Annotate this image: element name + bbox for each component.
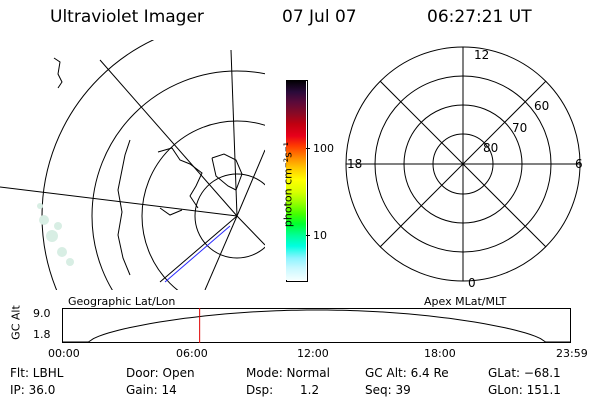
time-tick-2359: 23:59 (556, 347, 588, 360)
coastline (157, 147, 203, 209)
polar-plot: 12 0 18 6 60 70 80 (345, 46, 583, 290)
lat-circle (194, 173, 265, 259)
coastline (117, 139, 131, 276)
dsp-value: 1.2 (300, 383, 320, 397)
altitude-tick-min: 1.8 (33, 328, 51, 341)
meridian-line (204, 215, 238, 290)
lat-label-80: 80 (483, 141, 498, 155)
instrument-title: Ultraviolet Imager (50, 7, 204, 27)
meridian-line (99, 59, 238, 217)
mode-info: Mode: Normal (246, 366, 330, 380)
meridian-line (0, 186, 238, 217)
aurora-speckle (37, 203, 74, 266)
dsp-label: Dsp: (246, 383, 274, 397)
altitude-curve (63, 309, 571, 343)
time-tick-1800: 18:00 (424, 347, 456, 360)
altitude-plot (62, 308, 571, 343)
colorbar-unit-label: photon cm⁻²s⁻¹ (281, 141, 295, 228)
mlt-label-top: 12 (474, 48, 489, 62)
colorbar-tick-mark (306, 235, 310, 236)
geo-label: Geographic Lat/Lon (68, 295, 176, 308)
mlt-label-left: 18 (347, 157, 362, 171)
seq-info: Seq: 39 (365, 383, 411, 397)
colorbar-tick-10: 10 (313, 229, 327, 242)
meridian-line (230, 49, 238, 217)
time-tick-0600: 06:00 (176, 347, 208, 360)
lat-circle (141, 120, 265, 290)
colorbar-tick-mark (306, 148, 310, 149)
door-info: Door: Open (126, 366, 195, 380)
glat-info: GLat: −68.1 (488, 366, 561, 380)
colorbar-tick-100: 100 (313, 142, 334, 155)
polar-diagonal (379, 80, 547, 248)
time-tick-0000: 00:00 (48, 347, 80, 360)
colorbar-gradient (286, 80, 306, 280)
apex-label: Apex MLat/MLT (424, 295, 507, 308)
filter-info: Flt: LBHL (10, 366, 64, 380)
coastline (53, 57, 63, 89)
meridian-line (236, 215, 265, 246)
ip-info: IP: 36.0 (10, 383, 56, 397)
altitude-plot-frame (62, 308, 571, 343)
lat-label-70: 70 (512, 121, 527, 135)
time-label: 06:27:21 UT (427, 7, 532, 27)
gc-alt-info: GC Alt: 6.4 Re (365, 366, 449, 380)
mlt-label-right: 6 (575, 157, 583, 171)
date-label: 07 Jul 07 (282, 7, 357, 27)
coastline (159, 207, 183, 216)
time-tick-1200: 12:00 (297, 347, 329, 360)
gain-info: Gain: 14 (126, 383, 177, 397)
altitude-tick-max: 9.0 (33, 307, 51, 320)
glon-info: GLon: 151.1 (488, 383, 561, 397)
geographic-map (0, 40, 265, 290)
lat-label-60: 60 (534, 99, 549, 113)
altitude-axis-label: GC Alt (9, 305, 23, 340)
meridian-line (236, 149, 265, 217)
satellite-track (164, 225, 231, 283)
lat-circle (91, 70, 265, 290)
coastline (211, 153, 243, 191)
mlt-label-bottom: 0 (468, 276, 476, 290)
meridian-line (159, 215, 238, 283)
